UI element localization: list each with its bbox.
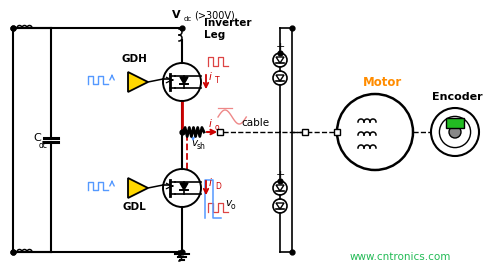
Text: Encoder: Encoder — [432, 92, 482, 102]
Text: i: i — [209, 119, 212, 129]
Text: D: D — [215, 182, 221, 191]
Polygon shape — [180, 77, 188, 84]
Text: i: i — [209, 178, 212, 188]
Text: sh: sh — [197, 142, 206, 151]
FancyBboxPatch shape — [446, 118, 464, 128]
Text: Motor: Motor — [363, 76, 402, 89]
Circle shape — [449, 126, 461, 138]
Text: www.cntronics.com: www.cntronics.com — [349, 252, 450, 262]
Text: GDH: GDH — [121, 54, 147, 64]
Text: cable: cable — [241, 118, 269, 128]
Text: GDL: GDL — [122, 202, 146, 212]
Text: v: v — [191, 138, 197, 148]
Text: dc: dc — [39, 140, 48, 150]
Text: C: C — [33, 133, 41, 143]
Text: Leg: Leg — [204, 30, 225, 40]
Polygon shape — [180, 183, 188, 190]
Text: T: T — [215, 76, 220, 85]
Text: v: v — [225, 198, 231, 208]
Text: i: i — [209, 72, 212, 82]
Polygon shape — [128, 72, 148, 92]
Text: Inverter: Inverter — [204, 18, 251, 28]
Text: dc: dc — [184, 16, 192, 22]
Text: V: V — [172, 10, 181, 20]
Polygon shape — [128, 178, 148, 198]
Text: +: + — [275, 42, 285, 52]
Text: (>300V): (>300V) — [194, 10, 235, 20]
Text: +: + — [275, 170, 285, 180]
Text: o: o — [215, 123, 220, 132]
Text: o: o — [231, 202, 236, 211]
